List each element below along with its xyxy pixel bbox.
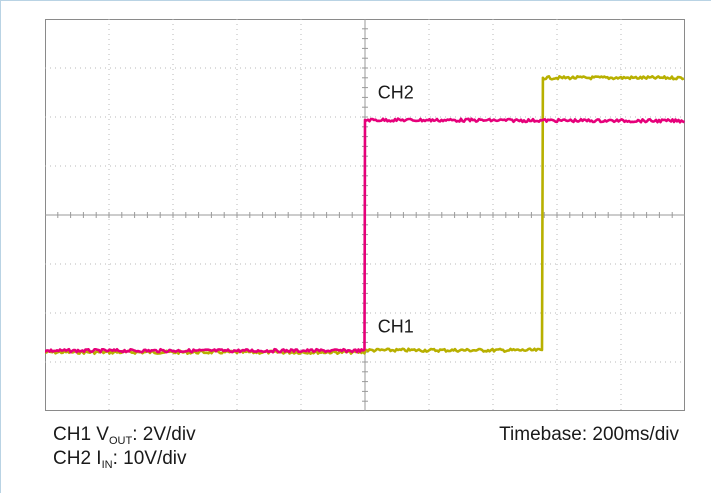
ch1-caption-suffix: : 2V/div [132,424,196,445]
timebase-caption: Timebase: 200ms/div [499,424,679,445]
ch1-caption-prefix: CH1 V [53,424,109,445]
ch1-scale-caption: CH1 VOUT: 2V/div [53,424,196,447]
plot-area: CH2 CH1 [45,19,685,411]
ch2-caption-prefix: CH2 I [53,448,102,469]
oscilloscope-plot: CH2 CH1 [45,19,685,411]
annotation-ch1: CH1 [378,317,414,337]
ch2-scale-caption: CH2 IIN: 10V/div [53,448,187,471]
ch2-caption-subscript: IN [101,459,113,471]
trace-ch2 [45,117,685,354]
ch1-caption-subscript: OUT [108,435,133,447]
ch2-caption-suffix: : 10V/div [112,448,187,469]
annotation-ch2: CH2 [378,82,414,102]
